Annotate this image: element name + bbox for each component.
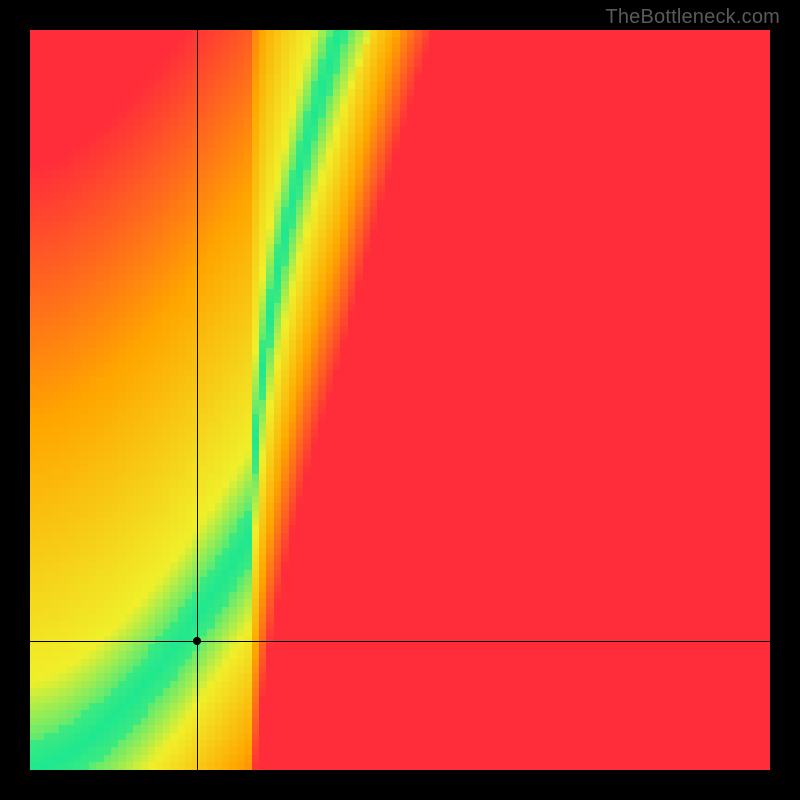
crosshair-horizontal-line <box>30 641 770 642</box>
bottleneck-heatmap <box>30 30 770 770</box>
watermark-text: TheBottleneck.com <box>605 6 780 29</box>
crosshair-marker-dot <box>193 637 201 645</box>
crosshair-vertical-line <box>197 30 198 770</box>
